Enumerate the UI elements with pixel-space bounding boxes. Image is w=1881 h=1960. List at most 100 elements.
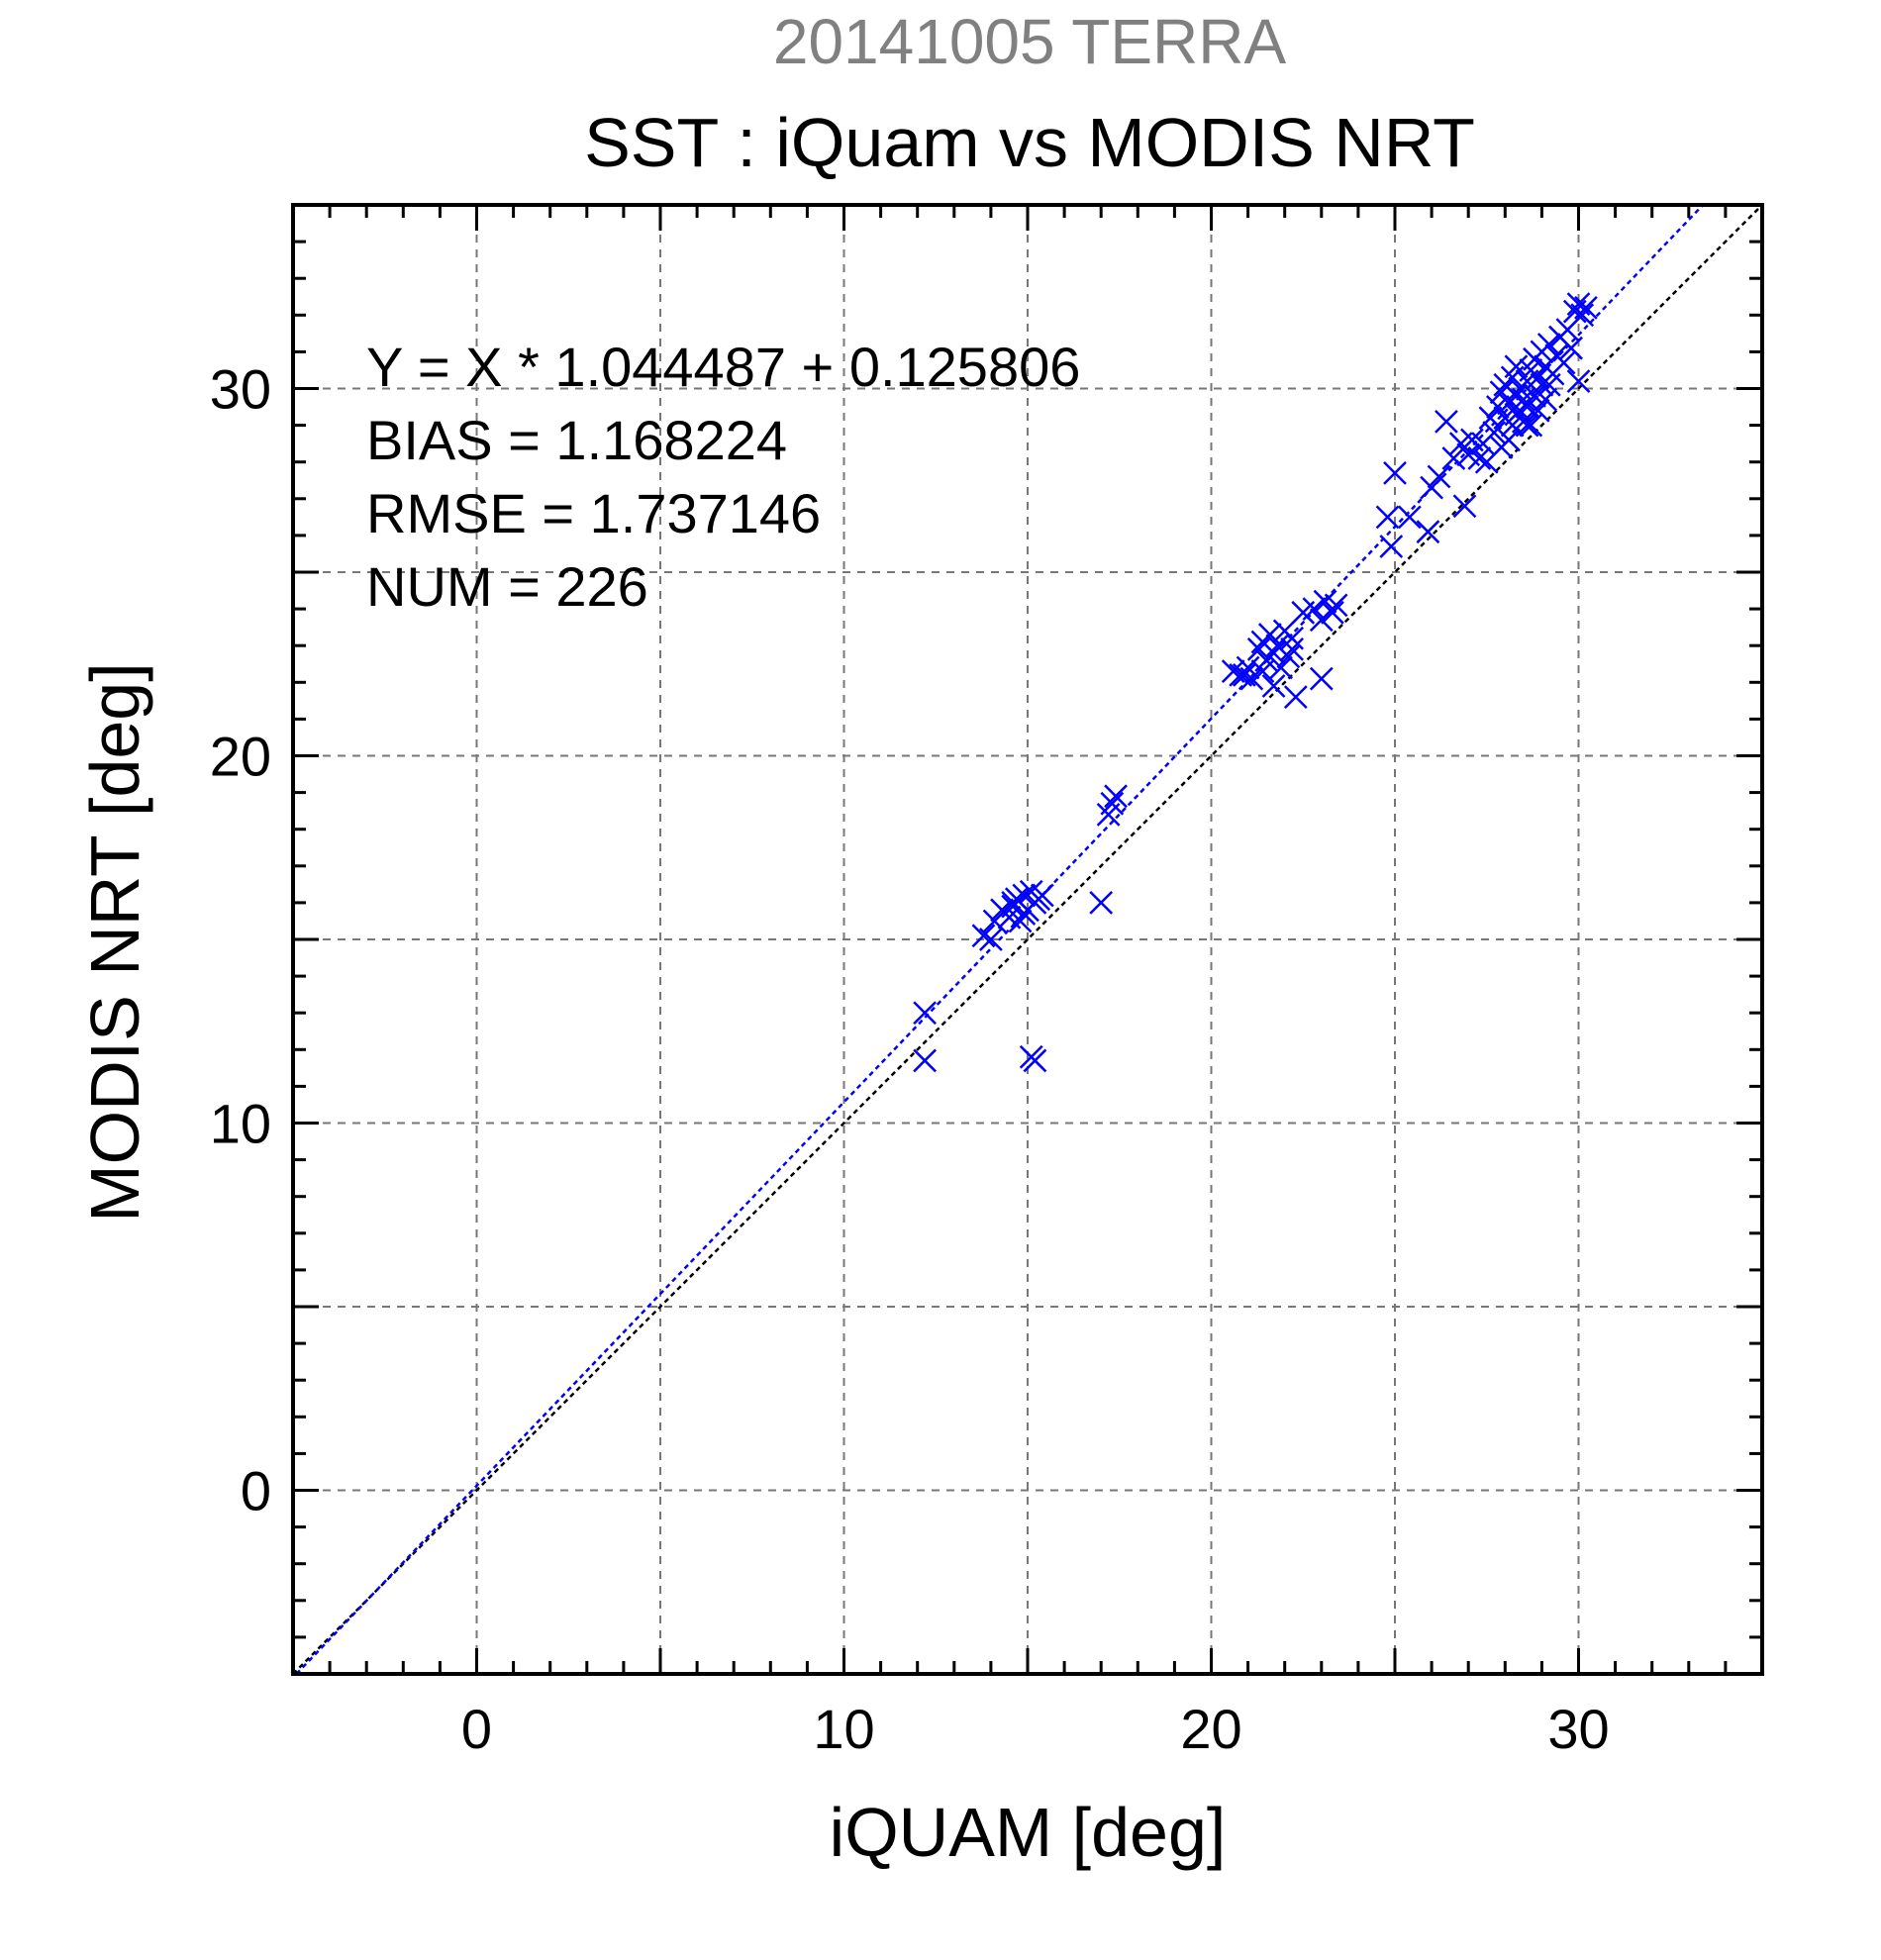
data-point-stroke: [1283, 685, 1308, 710]
data-point: [1012, 883, 1037, 908]
data-point-stroke: [1302, 597, 1327, 621]
data-point: [1324, 593, 1348, 618]
data-point-stroke: [1023, 1048, 1047, 1073]
data-point-stroke: [1008, 909, 1033, 933]
data-point: [1383, 460, 1407, 485]
data-point: [1246, 637, 1271, 661]
data-point: [1321, 600, 1344, 625]
data-point-stroke: [1416, 520, 1440, 544]
data-point: [1551, 350, 1576, 375]
data-point: [913, 1048, 938, 1073]
stats-equation: Y = X * 1.044487 + 0.125806: [366, 336, 1080, 398]
data-point-stroke: [913, 1048, 938, 1073]
data-points: [913, 292, 1598, 1073]
data-point-stroke: [1100, 791, 1125, 816]
data-point: [1534, 387, 1557, 412]
data-point-stroke: [1280, 626, 1305, 650]
data-point-stroke: [1460, 428, 1484, 452]
data-point: [1233, 662, 1256, 687]
stats-bias: BIAS = 1.168224: [366, 409, 787, 471]
y-tick-label: 30: [210, 358, 271, 421]
data-point: [1261, 640, 1286, 665]
data-point-stroke: [1221, 659, 1245, 684]
data-point-stroke: [1536, 333, 1561, 356]
data-point-stroke: [1515, 395, 1539, 419]
data-point-stroke: [1551, 350, 1576, 375]
x-axis-label: iQUAM [deg]: [830, 1794, 1227, 1871]
data-point-stroke: [1534, 387, 1557, 412]
data-point-stroke: [1309, 666, 1334, 691]
data-point-stroke: [982, 909, 1007, 933]
data-point-stroke: [971, 924, 996, 948]
data-point-stroke: [1233, 662, 1256, 687]
data-point: [1280, 637, 1305, 661]
data-point-stroke: [1566, 292, 1591, 317]
data-point-stroke: [1523, 384, 1546, 408]
data-point-stroke: [1452, 494, 1477, 519]
x-tick-label: 20: [1180, 1698, 1241, 1760]
data-point: [1283, 685, 1308, 710]
x-tick-label: 10: [813, 1698, 874, 1760]
data-point-stroke: [1265, 634, 1290, 658]
data-point-stroke: [1536, 372, 1561, 397]
data-point-stroke: [979, 928, 1003, 951]
data-point-stroke: [1504, 354, 1529, 379]
y-tick-label: 20: [210, 726, 271, 788]
data-point-stroke: [1526, 398, 1550, 423]
data-point: [1427, 464, 1451, 489]
data-point: [1452, 494, 1477, 519]
data-point-stroke: [1526, 365, 1550, 390]
data-point-stroke: [1269, 655, 1293, 680]
data-point: [1397, 505, 1422, 530]
data-point-stroke: [1276, 644, 1301, 669]
data-point: [1089, 891, 1114, 915]
data-point-stroke: [1574, 295, 1598, 320]
data-point-stroke: [1104, 784, 1128, 809]
minor-ticks: [293, 205, 1762, 1674]
data-point-stroke: [1236, 655, 1260, 680]
data-point-stroke: [1515, 413, 1539, 438]
data-point-stroke: [1001, 891, 1026, 915]
data-point: [1027, 887, 1051, 912]
stats-num: NUM = 226: [366, 555, 648, 618]
data-point-stroke: [1482, 421, 1507, 444]
data-point-stroke: [1427, 464, 1451, 489]
data-point-stroke: [1250, 659, 1275, 684]
data-point: [1559, 336, 1583, 360]
data-point-stroke: [1280, 637, 1305, 661]
data-point-stroke: [1441, 446, 1466, 470]
plot-frame: [291, 203, 1764, 1676]
data-point-stroke: [1027, 887, 1051, 912]
data-point: [1467, 446, 1492, 470]
data-point-stroke: [1012, 883, 1037, 908]
data-point: [913, 1001, 938, 1026]
data-point: [1269, 655, 1293, 680]
data-point: [1104, 784, 1128, 809]
data-point-stroke: [1246, 637, 1271, 661]
data-point: [1574, 295, 1598, 320]
data-point: [1536, 333, 1561, 356]
chart-title: 20141005 TERRA: [773, 6, 1287, 77]
y-tick-label: 0: [241, 1460, 271, 1522]
data-point: [1526, 365, 1550, 390]
data-point: [1504, 354, 1529, 379]
data-point: [1504, 402, 1529, 427]
data-point-stroke: [1379, 535, 1404, 558]
data-point: [1257, 623, 1282, 646]
chart-subtitle: SST : iQuam vs MODIS NRT: [584, 104, 1475, 181]
data-point-stroke: [1261, 640, 1286, 665]
grid-lines: [293, 205, 1762, 1674]
data-point-stroke: [1570, 303, 1595, 328]
data-point: [1482, 421, 1507, 444]
data-point: [1261, 674, 1286, 698]
data-point: [1280, 626, 1305, 650]
data-point: [1100, 791, 1125, 816]
data-point-stroke: [1504, 402, 1529, 427]
data-point: [1566, 369, 1591, 393]
data-point: [1519, 413, 1543, 438]
data-point: [1497, 428, 1521, 452]
data-point: [971, 924, 996, 948]
data-point-stroke: [1497, 428, 1521, 452]
data-point-stroke: [1456, 442, 1481, 467]
